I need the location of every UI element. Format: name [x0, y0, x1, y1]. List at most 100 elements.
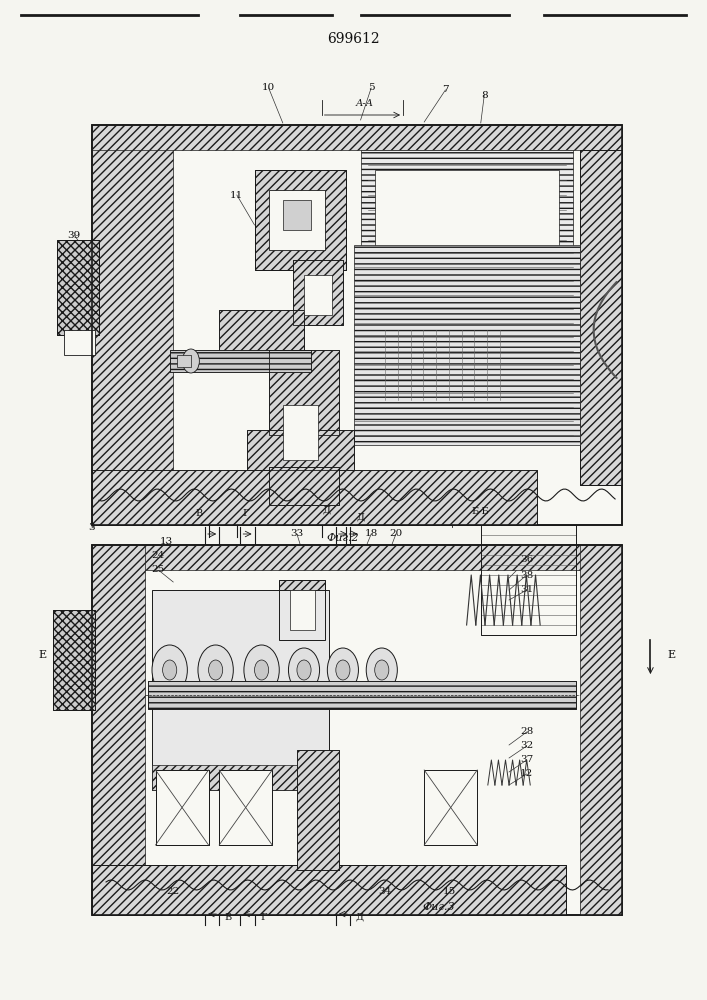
Circle shape: [209, 660, 223, 680]
Bar: [255, 170, 346, 270]
Text: 9: 9: [530, 310, 537, 320]
Circle shape: [297, 660, 311, 680]
Circle shape: [152, 645, 187, 695]
Circle shape: [336, 660, 350, 680]
Bar: [293, 260, 343, 325]
Text: 19: 19: [156, 768, 169, 776]
Bar: [173, 150, 580, 445]
Circle shape: [163, 660, 177, 680]
Bar: [279, 580, 325, 640]
Bar: [297, 750, 339, 870]
Bar: [375, 170, 559, 410]
Text: 39: 39: [68, 231, 81, 239]
Bar: [92, 865, 566, 915]
Text: Д: Д: [355, 912, 363, 922]
Text: Е: Е: [667, 650, 676, 660]
Bar: [170, 350, 311, 372]
Text: 11: 11: [230, 190, 243, 200]
Circle shape: [327, 648, 358, 692]
Circle shape: [366, 648, 397, 692]
Bar: [64, 330, 95, 355]
Text: 13: 13: [160, 538, 173, 546]
Text: 23: 23: [66, 646, 78, 654]
Text: 21: 21: [156, 782, 169, 790]
Text: Фиг.3: Фиг.3: [422, 902, 455, 912]
Text: 33: 33: [291, 530, 303, 538]
Text: 3: 3: [88, 524, 95, 532]
Bar: [580, 150, 622, 485]
Bar: [269, 467, 339, 505]
Bar: [170, 350, 311, 372]
Bar: [152, 765, 329, 790]
Bar: [53, 610, 95, 710]
Bar: [92, 125, 173, 525]
Circle shape: [288, 648, 320, 692]
Text: 22: 22: [167, 888, 180, 896]
Bar: [92, 125, 622, 525]
Text: 10: 10: [262, 84, 275, 93]
Bar: [57, 240, 99, 335]
Bar: [290, 590, 315, 630]
Text: Д: Д: [356, 512, 365, 522]
Text: Г: Г: [243, 510, 250, 518]
Bar: [269, 467, 339, 505]
Bar: [269, 350, 339, 435]
Bar: [53, 610, 95, 710]
Bar: [92, 865, 566, 915]
Bar: [145, 895, 559, 915]
Bar: [424, 770, 477, 845]
Bar: [92, 470, 537, 525]
Bar: [219, 310, 304, 355]
Bar: [269, 190, 325, 250]
Circle shape: [255, 660, 269, 680]
Text: 18: 18: [365, 530, 378, 538]
Bar: [92, 125, 622, 150]
Text: 15: 15: [443, 888, 455, 896]
Text: 1: 1: [251, 314, 258, 322]
Bar: [354, 245, 580, 445]
Text: 32: 32: [520, 742, 533, 750]
Bar: [304, 275, 332, 315]
Text: 12: 12: [520, 770, 533, 778]
Text: 8: 8: [481, 91, 488, 100]
Text: 36: 36: [520, 556, 533, 564]
Bar: [361, 150, 573, 430]
Bar: [283, 405, 318, 460]
Text: 20: 20: [390, 530, 402, 538]
Bar: [92, 545, 622, 915]
Circle shape: [244, 645, 279, 695]
Bar: [92, 470, 537, 525]
Bar: [293, 260, 343, 325]
Bar: [283, 200, 311, 230]
Text: А-А: А-А: [355, 99, 373, 107]
Bar: [148, 681, 576, 709]
Bar: [269, 350, 339, 435]
Text: В: В: [225, 912, 232, 922]
Bar: [580, 545, 622, 915]
Bar: [247, 430, 354, 470]
Bar: [219, 770, 272, 845]
Bar: [255, 170, 346, 270]
Bar: [152, 590, 329, 790]
Text: Д: Д: [322, 506, 331, 514]
Bar: [57, 240, 99, 335]
Text: 5: 5: [368, 84, 375, 93]
Circle shape: [375, 660, 389, 680]
Circle shape: [182, 349, 199, 373]
Bar: [247, 430, 354, 470]
Circle shape: [198, 645, 233, 695]
Bar: [156, 770, 209, 845]
Text: Б-Б: Б-Б: [472, 508, 490, 516]
Text: 31: 31: [520, 585, 533, 594]
Bar: [580, 150, 622, 485]
Bar: [92, 545, 145, 915]
Bar: [92, 125, 622, 525]
Bar: [148, 681, 576, 709]
Bar: [219, 770, 272, 845]
Bar: [481, 525, 576, 635]
Text: 34: 34: [379, 888, 392, 896]
Text: 38: 38: [520, 570, 533, 580]
Text: 699612: 699612: [327, 32, 380, 46]
Bar: [177, 355, 191, 367]
Text: Г: Г: [260, 912, 267, 922]
